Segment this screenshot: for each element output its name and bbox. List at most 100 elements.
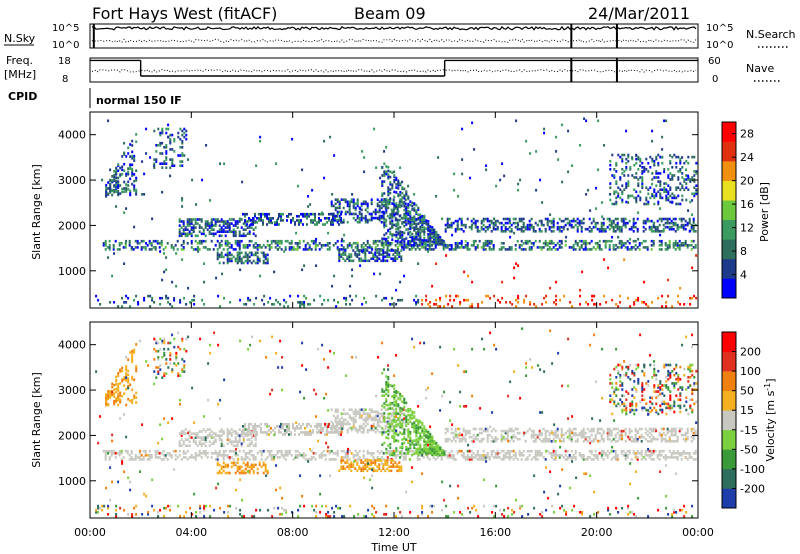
velocity-cell-115: [206, 456, 209, 459]
power-cell-394: [474, 246, 477, 249]
power-cell-2135: [433, 228, 436, 232]
velocity-cell-524: [564, 449, 567, 453]
power-cell-1801: [389, 231, 392, 234]
velocity-cell-290: [366, 452, 369, 455]
power-cell-1045: [364, 202, 367, 206]
power-cell-755: [226, 226, 229, 229]
power-cell-539: [608, 239, 611, 243]
power-cell-953: [330, 220, 333, 224]
velocity-cell-938: [304, 427, 306, 430]
velocity-cell-612: [640, 458, 643, 461]
power-cell-2590: [665, 196, 668, 200]
velocity-cell-616: [642, 456, 645, 459]
velocity-cell-856: [248, 425, 250, 428]
power-cell-661: [186, 218, 189, 221]
velocity-cell-1165: [384, 424, 387, 428]
power-cell-2601: [667, 174, 670, 177]
velocity-cell-1355: [534, 437, 537, 441]
power-cell-160: [270, 246, 273, 249]
power-cell-1781: [385, 165, 388, 168]
velocity-cell-605: [634, 454, 637, 457]
velocity-cell-1566: [658, 433, 661, 437]
velocity-cell-1418: [570, 437, 573, 441]
power-cell-560: [628, 248, 631, 251]
power-cell-2794: [365, 301, 368, 304]
power-cell-1388: [602, 223, 605, 227]
power-cell-1379: [598, 230, 601, 233]
power-cell-1253: [512, 221, 515, 225]
velocity-cell-887: [270, 427, 272, 430]
power-cell-1685: [374, 259, 377, 263]
velocity-cell-1121: [370, 424, 373, 428]
power-cell-36: [140, 248, 143, 251]
velocity-cell-937: [304, 431, 306, 434]
power-cell-3036: [355, 254, 358, 257]
power-cell-3193: [677, 227, 680, 231]
velocity-cell-658: [676, 458, 679, 461]
power-cell-2379: [169, 133, 172, 137]
power-cell-672: [190, 222, 193, 225]
power-cell-2018: [415, 209, 418, 213]
velocity-cell-303: [380, 456, 383, 459]
power-cell-449: [528, 239, 531, 243]
power-cell-2613: [671, 192, 674, 196]
power-cell-823: [248, 217, 250, 220]
power-cell-511: [584, 244, 587, 247]
power-cell-2039: [419, 231, 422, 234]
velocity-cell-603: [632, 449, 635, 453]
power-cell-2524: [645, 202, 648, 206]
velocity-cell-620: [644, 449, 647, 453]
velocity-cell-811: [240, 432, 243, 435]
power-cell-1002: [350, 212, 353, 216]
power-cell-422: [500, 248, 503, 251]
velocity-cell-791: [232, 430, 235, 433]
power-cell-2595: [667, 198, 670, 202]
velocity-cell-1537: [638, 427, 641, 431]
power-cell-2511: [641, 184, 644, 187]
power-cell-816: [244, 221, 246, 224]
power-cell-224: [326, 244, 329, 247]
velocity-cell-1068: [354, 426, 357, 430]
power-cell-824: [250, 223, 252, 226]
power-cell-1779: [385, 172, 388, 176]
velocity-cell-479: [526, 458, 529, 461]
power-cell-2976: [197, 246, 200, 249]
velocity-cell-994: [340, 433, 342, 436]
power-cell-2275: [121, 190, 124, 194]
velocity-cell-185: [268, 449, 271, 453]
power-cell-2645: [681, 198, 684, 202]
power-cell-632: [694, 246, 697, 249]
velocity-cell-1508: [620, 433, 623, 437]
velocity-cell-694: [182, 430, 185, 433]
power-cell-493: [572, 246, 575, 249]
power-cell-225: [326, 242, 329, 245]
power-cell-3131: [555, 280, 558, 284]
power-cell-3039: [361, 250, 364, 253]
power-cell-2729: [191, 298, 194, 302]
power-cell-62: [162, 248, 165, 251]
power-cell-499: [576, 242, 579, 245]
velocity-cell-92: [184, 456, 187, 459]
power-cell-1926: [405, 214, 408, 217]
velocity-cell-531: [570, 456, 573, 459]
power-cell-157: [268, 248, 271, 251]
power-cell-1763: [383, 180, 386, 183]
power-cell-2821: [435, 298, 438, 302]
power-cell-2335: [135, 140, 138, 143]
velocity-cell-1691: [262, 471, 265, 475]
power-cell-2082: [425, 221, 428, 225]
velocity-cell-924: [294, 429, 296, 432]
power-cell-1043: [364, 214, 367, 218]
velocity-cell-1539: [640, 435, 643, 439]
power-cell-2007: [415, 231, 418, 234]
velocity-cell-379: [452, 458, 455, 461]
velocity-cell-40: [138, 458, 141, 461]
velocity-cell-371: [446, 456, 449, 459]
power-cells: [95, 117, 698, 308]
power-cell-900: [306, 215, 308, 218]
power-cell-1473: [656, 227, 659, 231]
power-cell-2751: [269, 296, 272, 300]
power-cell-1479: [660, 230, 663, 233]
power-cell-3043: [371, 248, 374, 251]
power-cell-2974: [195, 203, 198, 206]
